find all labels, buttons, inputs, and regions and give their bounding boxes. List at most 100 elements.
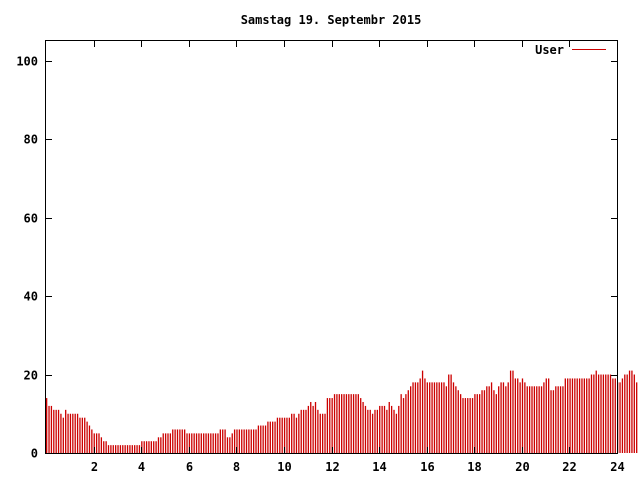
bar [255,429,257,453]
bar [143,441,145,453]
bar [331,398,333,453]
bar [528,386,531,453]
bar [338,394,340,453]
bar [179,429,181,453]
bars-group [46,370,638,453]
bar [405,394,407,453]
bar [169,433,172,453]
bar [431,382,433,453]
bar [310,401,312,453]
bar [400,394,402,453]
y-tick-label: 0 [31,447,38,461]
bar [167,433,169,453]
bar [191,433,193,453]
bar [200,433,202,453]
bar [464,398,467,453]
bar [341,394,343,453]
bar [521,378,524,453]
bar [362,401,364,453]
bar [588,378,590,453]
bar [326,398,329,453]
bar [312,405,314,453]
bar [65,409,67,453]
bar [126,445,129,453]
bar [48,405,50,453]
bar [636,382,638,453]
bar [443,382,445,453]
bar [628,370,631,453]
bar [214,433,217,453]
bar [155,441,157,453]
bar [333,394,336,453]
bar [281,417,283,453]
plot-frame [45,40,618,454]
bar [462,398,464,453]
bar [245,429,248,453]
bar [72,413,74,453]
chart-title: Samstag 19. Septembr 2015 [241,13,422,27]
bar [605,374,607,453]
y-tick-label: 60 [24,212,38,226]
x-tick-label: 2 [91,460,98,474]
bar [402,398,405,453]
bar [348,394,350,453]
bar [186,433,188,453]
bar [314,401,317,453]
bar [79,417,81,453]
bar [291,413,293,453]
bar [410,386,412,453]
y-tick-label: 100 [16,55,38,69]
bar [274,421,276,453]
bar [295,417,298,453]
bar [324,413,326,453]
bar [148,441,150,453]
bar [467,398,469,453]
bar [450,374,452,453]
bar [307,405,310,453]
bar [590,374,593,453]
bar [260,425,262,453]
bar [386,409,388,453]
bar [236,429,238,453]
bar [321,413,324,453]
bar [407,390,409,453]
bar [210,433,212,453]
bar [600,374,602,453]
bar [74,413,76,453]
bar [272,421,274,453]
bar [621,378,624,453]
bar [388,401,390,453]
bar [471,398,474,453]
bar [612,378,614,453]
bar [607,374,609,453]
bar [562,386,564,453]
bar [336,394,338,453]
bar [374,409,376,453]
bar [500,382,502,453]
x-tick-label: 22 [562,460,576,474]
bar [564,378,566,453]
bar [452,382,455,453]
bar [514,378,517,453]
bar [60,413,62,453]
bar [512,370,514,453]
bar [421,370,424,453]
bar [552,390,555,453]
bar [62,417,64,453]
bar [279,417,281,453]
bar [555,386,557,453]
bar [157,437,160,453]
x-tick-label: 10 [277,460,291,474]
bar [188,433,191,453]
bar [124,445,126,453]
bar [526,386,528,453]
bar [153,441,155,453]
bar [231,433,233,453]
bar [395,413,398,453]
bar [112,445,114,453]
bar [481,390,483,453]
bar [136,445,138,453]
bar [440,382,443,453]
